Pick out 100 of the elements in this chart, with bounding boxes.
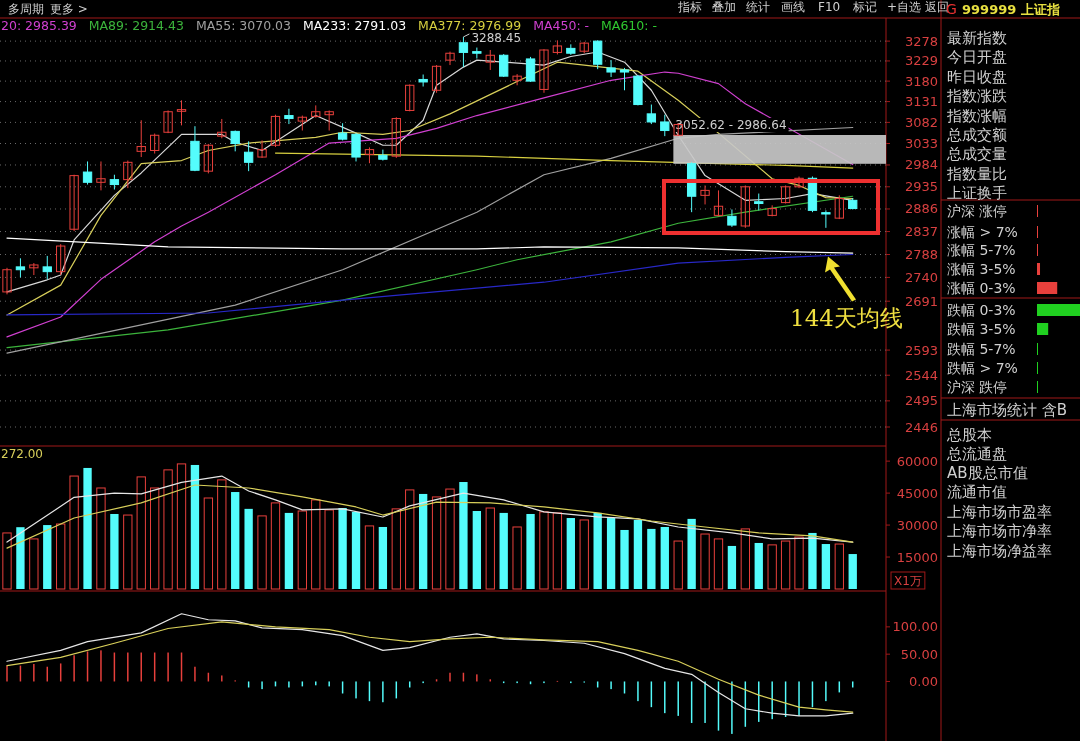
bar [29,538,39,590]
y-tick-label: 30000 [896,517,938,533]
bar [512,526,522,590]
y-tick-label: 45000 [896,485,938,501]
bar [176,463,187,590]
candlestick [499,53,509,78]
candlestick [257,139,267,159]
bar [848,554,857,589]
candlestick [270,114,281,148]
y-tick-label: 2593 [904,342,938,358]
candlestick [821,209,831,229]
bar [767,544,777,590]
candlestick [42,255,52,280]
text: 昨日收盘 [947,67,1007,86]
candlestick [593,39,603,70]
bar [351,511,361,589]
bar [445,488,455,590]
y-tick-label: 2740 [904,269,938,285]
candlestick [525,56,536,83]
bar [297,510,307,590]
bar [485,507,495,590]
text: MA89: 2914.43 [88,17,184,33]
bar [459,482,468,589]
bar [418,493,428,589]
y-tick-label: 2495 [904,393,938,409]
y-tick-label: 跌幅 3-5% [947,321,1016,337]
candlestick [780,184,791,205]
candlestick [512,73,522,86]
bar [270,502,281,590]
text: +自选 [887,0,922,14]
bar [190,464,200,589]
bar [579,519,589,590]
y-tick-label: 0.00 [909,673,938,689]
bar [808,532,817,589]
bar [794,536,804,590]
bar [284,512,294,589]
text: 多周期 [8,2,44,16]
y-tick-label: 3082 [904,114,938,130]
candlestick [56,243,66,276]
text: AB股总市值 [947,464,1028,482]
y-tick-label: 3229 [904,53,938,69]
candlestick [176,99,187,126]
bar [1037,282,1058,294]
bar [2,532,12,590]
candlestick [2,267,12,295]
candlestick [713,189,724,217]
bar [364,525,375,590]
bar [96,487,106,590]
y-tick-label: 涨幅 5-7% [947,242,1016,258]
text: 流通市值 [947,483,1007,501]
candlestick [163,109,173,134]
y-tick-label: 50.00 [900,646,938,662]
line-series [6,475,854,543]
text: 画线 [781,0,805,14]
bar [700,533,710,590]
text: 指数涨幅 [946,106,1007,125]
bar [687,518,696,589]
bar [163,469,173,590]
bar [324,509,334,590]
y-tick-label: 3131 [904,94,938,110]
bar [754,542,763,589]
bar [311,499,321,590]
bar [593,512,602,589]
legend-label: MA610: - [601,17,657,33]
bar [150,487,160,590]
bar [647,528,656,589]
y-tick-label: 沪深 涨停 [947,203,1008,219]
text: 统计 [746,0,770,14]
candlestick [243,140,254,172]
y-tick-label: 3278 [904,33,938,49]
y-tick-label: 3180 [904,73,938,89]
bar [1037,263,1041,275]
text: 总流通盘 [946,445,1007,463]
bar [136,476,146,590]
bar [713,538,724,590]
text: 指标 [677,0,702,14]
bar [472,511,482,589]
bar [244,508,253,589]
y-tick-label: 2544 [904,367,938,383]
bar [1037,323,1049,335]
bar [123,514,133,590]
candlestick [311,104,321,119]
y-tick-label: 涨幅 > 7% [947,224,1018,240]
y-tick-label: 2446 [904,419,938,435]
candlestick [150,133,160,155]
candlestick [660,114,670,137]
bar [834,543,844,590]
bar [821,544,831,589]
bar [16,527,25,589]
bar [606,518,616,589]
candlestick [740,184,750,229]
candlestick [606,59,616,78]
candlestick [136,119,146,158]
bar [405,489,415,590]
y-tick-label: 2886 [904,201,938,217]
bar [338,508,347,589]
candlestick [619,67,630,91]
legend-label: MA450: - [533,17,590,33]
candlestick [727,208,737,228]
bar [740,528,750,590]
